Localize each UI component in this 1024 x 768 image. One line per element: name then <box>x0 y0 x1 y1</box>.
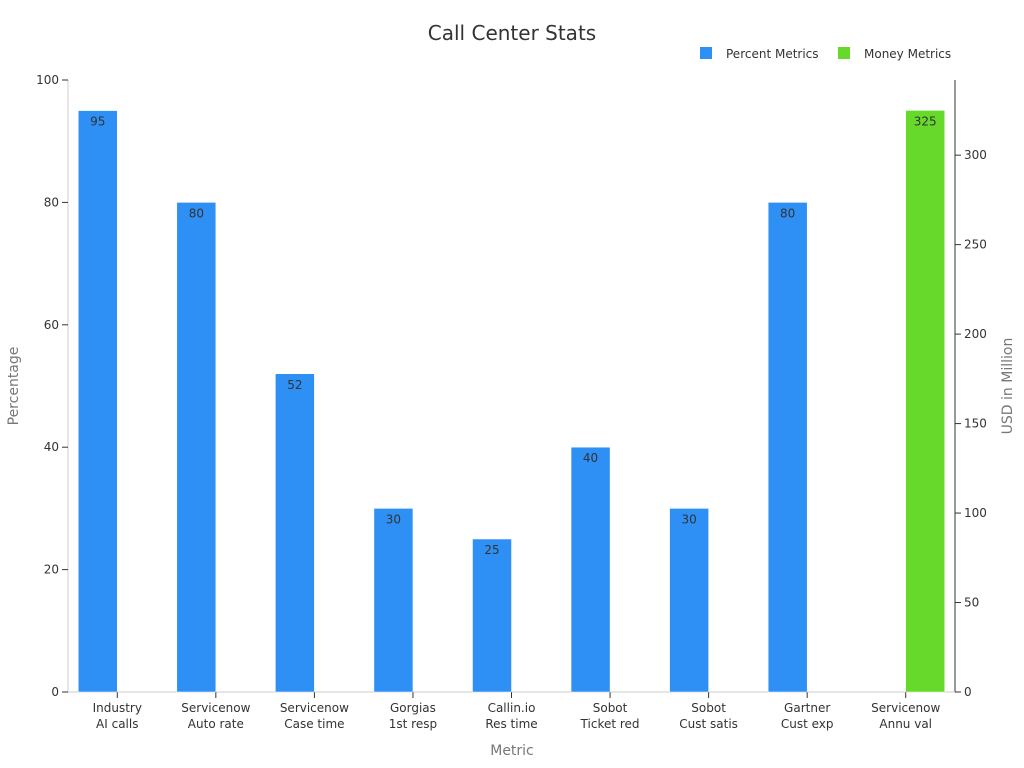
right-y-axis: 0 50 100 150 200 250 300 <box>955 148 987 699</box>
right-tick-label: 250 <box>964 238 987 252</box>
x-tick-label: Servicenow Case time <box>280 701 349 731</box>
bar-money <box>905 110 945 693</box>
y2-axis-title: USD in Million <box>1000 338 1016 435</box>
left-tick-label: 20 <box>44 563 59 577</box>
bar-value-label: 80 <box>780 206 795 220</box>
bar-value-label: 52 <box>287 378 302 392</box>
data-labels: 95 80 52 30 25 40 30 80 325 <box>90 114 937 557</box>
legend: Percent Metrics Money Metrics <box>700 47 951 61</box>
bar-value-label: 40 <box>583 451 598 465</box>
legend-swatch-percent <box>700 47 712 59</box>
bar-percent <box>275 373 315 693</box>
left-y-axis: 0 20 40 60 80 100 <box>36 73 68 699</box>
bar-percent <box>767 202 808 693</box>
right-tick-label: 150 <box>964 417 987 431</box>
x-tick-label: Callin.io Res time <box>485 701 537 731</box>
bar-percent <box>472 538 512 693</box>
left-tick-label: 0 <box>51 685 59 699</box>
x-tick-label: Sobot Cust satis <box>679 701 738 731</box>
x-tick-label: Industry AI calls <box>93 701 142 731</box>
bar-percent <box>373 508 414 693</box>
bar-value-label: 30 <box>386 512 401 526</box>
right-tick-label: 0 <box>964 685 972 699</box>
bar-value-label: 30 <box>681 512 696 526</box>
x-tick-label: Sobot Ticket red <box>580 701 640 731</box>
right-tick-label: 50 <box>964 596 979 610</box>
bar-value-label: 25 <box>484 543 499 557</box>
bar-value-label: 80 <box>189 206 204 220</box>
y-axis-title: Percentage <box>6 347 22 426</box>
legend-swatch-money <box>838 47 850 59</box>
x-axis: Industry AI calls Servicenow Auto rate Servi… <box>93 692 940 731</box>
x-tick-label: Servicenow Annu val <box>871 701 940 731</box>
bar-value-label: 95 <box>90 115 105 129</box>
chart-title: Call Center Stats <box>428 21 596 45</box>
right-tick-label: 100 <box>964 506 987 520</box>
bar-percent <box>176 202 217 693</box>
bar-value-label: 325 <box>914 114 937 128</box>
x-tick-label: Servicenow Auto rate <box>181 701 250 731</box>
left-tick-label: 80 <box>44 195 59 209</box>
bar-percent <box>78 110 118 693</box>
left-tick-label: 60 <box>44 318 59 332</box>
x-tick-label: Gartner Cust exp <box>781 701 834 731</box>
left-tick-label: 40 <box>44 440 59 454</box>
x-tick-label: Gorgias 1st resp <box>389 701 437 731</box>
right-tick-label: 200 <box>964 327 987 341</box>
bar-percent <box>570 446 611 693</box>
right-tick-label: 300 <box>964 148 987 162</box>
bar-percent <box>669 508 709 693</box>
legend-label-percent: Percent Metrics <box>726 47 819 61</box>
bars <box>78 110 945 693</box>
left-tick-label: 100 <box>36 73 59 87</box>
x-axis-title: Metric <box>490 743 534 759</box>
legend-label-money: Money Metrics <box>864 47 951 61</box>
